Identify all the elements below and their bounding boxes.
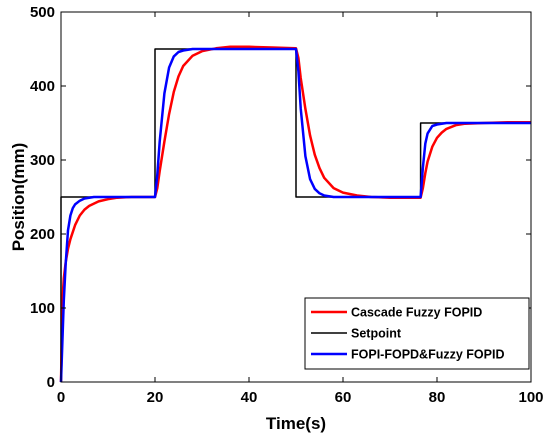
x-tick-label: 100 xyxy=(518,389,543,406)
x-tick-label: 40 xyxy=(241,389,258,406)
y-tick-label: 400 xyxy=(30,78,55,95)
legend-label-cascade-fuzzy-fopid: Cascade Fuzzy FOPID xyxy=(351,306,482,320)
y-tick-label: 500 xyxy=(30,4,55,21)
axis-ticks: 0 20 40 60 80 100 0 100 200 300 400 500 xyxy=(30,4,544,406)
y-tick-label: 200 xyxy=(30,226,55,243)
series-line-2 xyxy=(59,47,531,383)
legend-label-setpoint: Setpoint xyxy=(351,327,402,341)
plot-series xyxy=(59,45,531,383)
y-tick-label: 100 xyxy=(30,300,55,317)
series-line-0 xyxy=(59,45,531,383)
x-tick-label: 80 xyxy=(429,389,446,406)
x-axis-title: Time(s) xyxy=(266,414,326,433)
plot-frame xyxy=(60,11,532,383)
y-tick-label: 0 xyxy=(47,374,55,391)
legend: Cascade Fuzzy FOPID Setpoint FOPI-FOPD&F… xyxy=(304,297,530,370)
x-tick-label: 60 xyxy=(335,389,352,406)
y-tick-label: 300 xyxy=(30,152,55,169)
legend-label-fopi-fopd-fuzzy-fopid: FOPI-FOPD&Fuzzy FOPID xyxy=(351,348,504,362)
x-tick-label: 20 xyxy=(147,389,164,406)
y-axis-title: Position(mm) xyxy=(9,143,28,252)
x-tick-label: 0 xyxy=(57,389,65,406)
